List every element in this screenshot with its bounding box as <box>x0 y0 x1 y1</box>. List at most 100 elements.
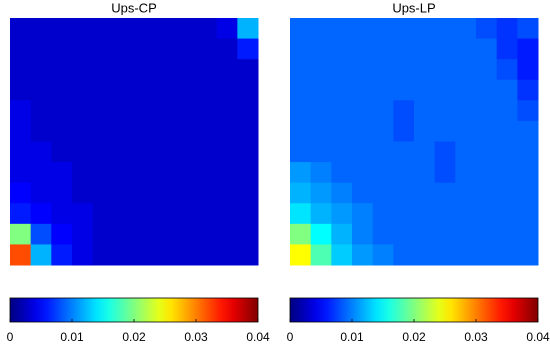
heatmap-cell <box>517 120 539 142</box>
heatmap-cell <box>310 100 332 122</box>
heatmap-cell <box>51 223 73 245</box>
heatmap-cell <box>10 223 32 245</box>
heatmap-cell <box>92 120 114 142</box>
heatmap-cell <box>216 100 238 122</box>
heatmap-cell <box>175 162 197 184</box>
colorbar-tick-label: 0 <box>287 330 294 344</box>
colorbar-tick-label: 0.03 <box>184 330 208 344</box>
heatmap-cell <box>216 203 238 225</box>
heatmap-cell <box>517 59 539 81</box>
heatmap-cell <box>216 162 238 184</box>
heatmap-cell <box>290 244 312 266</box>
heatmap-cell <box>352 162 374 184</box>
heatmap-cell <box>331 244 353 266</box>
heatmap-cell <box>154 120 176 142</box>
heatmap-cell <box>517 18 539 40</box>
heatmap-cell <box>237 162 259 184</box>
heatmap-cell <box>113 162 135 184</box>
heatmap-cell <box>92 244 114 266</box>
heatmap-cell <box>310 59 332 81</box>
heatmap-cell <box>331 59 353 81</box>
heatmap-cell <box>113 182 135 204</box>
heatmap-cell <box>352 203 374 225</box>
heatmap-cell <box>237 203 259 225</box>
heatmap-cell <box>92 203 114 225</box>
heatmap-cell <box>92 141 114 163</box>
heatmap-cell <box>434 18 456 40</box>
heatmap-cell <box>216 244 238 266</box>
heatmap-cell <box>372 120 394 142</box>
heatmap-cell <box>10 141 32 163</box>
heatmap-cell <box>30 120 52 142</box>
heatmap-cell <box>290 100 312 122</box>
heatmap-cell <box>434 38 456 60</box>
heatmap-cell <box>10 162 32 184</box>
heatmap-cell <box>476 59 498 81</box>
heatmap-cell <box>30 244 52 266</box>
heatmap-cell <box>290 38 312 60</box>
heatmap-cell <box>476 100 498 122</box>
heatmap-cell <box>414 223 436 245</box>
heatmap-cell <box>414 120 436 142</box>
heatmap-cell <box>10 38 32 60</box>
heatmap-cell <box>496 203 518 225</box>
heatmap-cell <box>113 38 135 60</box>
colorbar <box>289 297 539 323</box>
heatmap-cell <box>30 100 52 122</box>
heatmap-cell <box>372 59 394 81</box>
heatmap-cell <box>393 100 415 122</box>
heatmap-cell <box>30 223 52 245</box>
heatmap-cell <box>237 120 259 142</box>
heatmap-cell <box>175 203 197 225</box>
heatmap-cell <box>196 244 218 266</box>
heatmap-cell <box>455 203 477 225</box>
heatmap-cell <box>331 223 353 245</box>
heatmap-cell <box>310 162 332 184</box>
heatmap-cell <box>51 38 73 60</box>
heatmap-cell <box>476 162 498 184</box>
heatmap-cell <box>196 141 218 163</box>
heatmap-cell <box>310 223 332 245</box>
heatmap-cell <box>51 79 73 101</box>
heatmap-cell <box>154 100 176 122</box>
heatmap-cell <box>30 38 52 60</box>
heatmap-cell <box>51 18 73 40</box>
heatmap-cell <box>92 223 114 245</box>
heatmap-cell <box>414 141 436 163</box>
heatmap-cell <box>154 59 176 81</box>
heatmap-cell <box>352 182 374 204</box>
heatmap-cell <box>196 223 218 245</box>
heatmap-cell <box>290 120 312 142</box>
heatmap-cell <box>237 141 259 163</box>
heatmap-cell <box>290 203 312 225</box>
heatmap-cell <box>517 79 539 101</box>
heatmap-cell <box>72 141 94 163</box>
heatmap-cell <box>216 120 238 142</box>
heatmap-cell <box>51 120 73 142</box>
heatmap-cell <box>455 38 477 60</box>
heatmap-cell <box>476 18 498 40</box>
heatmap-cell <box>372 100 394 122</box>
heatmap-cell <box>496 162 518 184</box>
heatmap-cell <box>216 79 238 101</box>
heatmap-cell <box>92 18 114 40</box>
heatmap-cell <box>113 223 135 245</box>
heatmap-cell <box>310 141 332 163</box>
heatmap-cell <box>92 79 114 101</box>
heatmap-cell <box>113 203 135 225</box>
heatmap-cell <box>372 79 394 101</box>
colorbar-tick-label: 0.01 <box>340 330 364 344</box>
heatmap-cell <box>72 120 94 142</box>
heatmap-cell <box>196 18 218 40</box>
heatmap-cell <box>10 79 32 101</box>
heatmap-cell <box>72 79 94 101</box>
heatmap-cell <box>290 59 312 81</box>
heatmap-cell <box>352 79 374 101</box>
heatmap-cell <box>134 120 156 142</box>
heatmap-cell <box>393 120 415 142</box>
heatmap-cell <box>237 100 259 122</box>
heatmap-cell <box>434 141 456 163</box>
heatmap-cell <box>154 162 176 184</box>
heatmap-cell <box>372 38 394 60</box>
heatmap-cell <box>72 59 94 81</box>
